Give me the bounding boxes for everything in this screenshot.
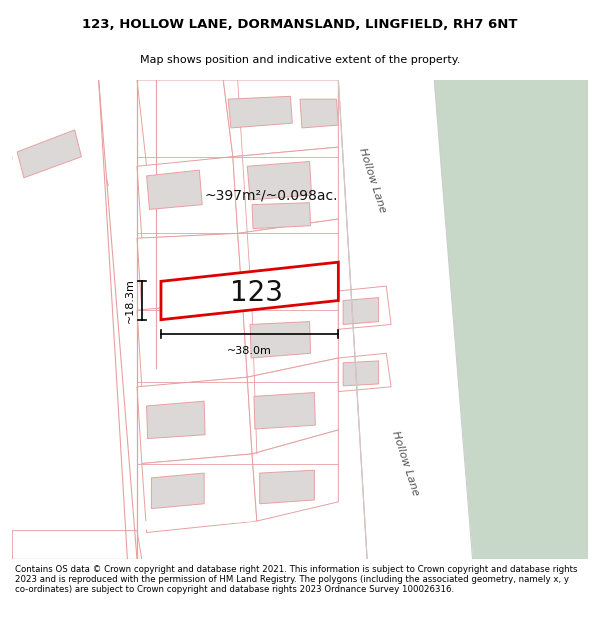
Text: Hollow Lane: Hollow Lane	[356, 147, 387, 214]
Polygon shape	[338, 80, 473, 559]
Polygon shape	[338, 353, 391, 392]
Polygon shape	[252, 202, 311, 229]
Polygon shape	[338, 286, 391, 329]
Polygon shape	[137, 378, 252, 464]
Polygon shape	[252, 430, 338, 521]
Polygon shape	[13, 80, 137, 559]
Polygon shape	[233, 147, 338, 233]
Text: ~38.0m: ~38.0m	[227, 346, 272, 356]
Text: ~18.3m: ~18.3m	[125, 278, 136, 323]
Polygon shape	[300, 99, 338, 128]
Text: Map shows position and indicative extent of the property.: Map shows position and indicative extent…	[140, 55, 460, 65]
Text: ~397m²/~0.098ac.: ~397m²/~0.098ac.	[205, 188, 338, 202]
Polygon shape	[151, 473, 204, 509]
Polygon shape	[242, 291, 338, 378]
Polygon shape	[13, 128, 108, 214]
Polygon shape	[434, 80, 587, 559]
Polygon shape	[247, 161, 311, 200]
Text: Contains OS data © Crown copyright and database right 2021. This information is : Contains OS data © Crown copyright and d…	[15, 564, 577, 594]
Text: 123, HOLLOW LANE, DORMANSLAND, LINGFIELD, RH7 6NT: 123, HOLLOW LANE, DORMANSLAND, LINGFIELD…	[82, 18, 518, 31]
Text: Hollow Lane: Hollow Lane	[390, 430, 421, 498]
Polygon shape	[137, 233, 242, 310]
Polygon shape	[228, 96, 292, 128]
Polygon shape	[17, 130, 82, 178]
Polygon shape	[13, 531, 142, 559]
Polygon shape	[247, 358, 338, 454]
Text: 123: 123	[230, 279, 283, 307]
Polygon shape	[260, 470, 314, 504]
Polygon shape	[343, 361, 379, 386]
Polygon shape	[146, 170, 202, 209]
Polygon shape	[142, 454, 257, 532]
Polygon shape	[137, 157, 238, 238]
Polygon shape	[13, 521, 257, 559]
Polygon shape	[223, 80, 338, 157]
Polygon shape	[137, 80, 233, 166]
Polygon shape	[254, 392, 316, 429]
Polygon shape	[146, 401, 205, 439]
Polygon shape	[238, 219, 338, 301]
Polygon shape	[137, 301, 247, 387]
Polygon shape	[250, 322, 311, 358]
Polygon shape	[343, 298, 379, 324]
Polygon shape	[161, 262, 338, 319]
